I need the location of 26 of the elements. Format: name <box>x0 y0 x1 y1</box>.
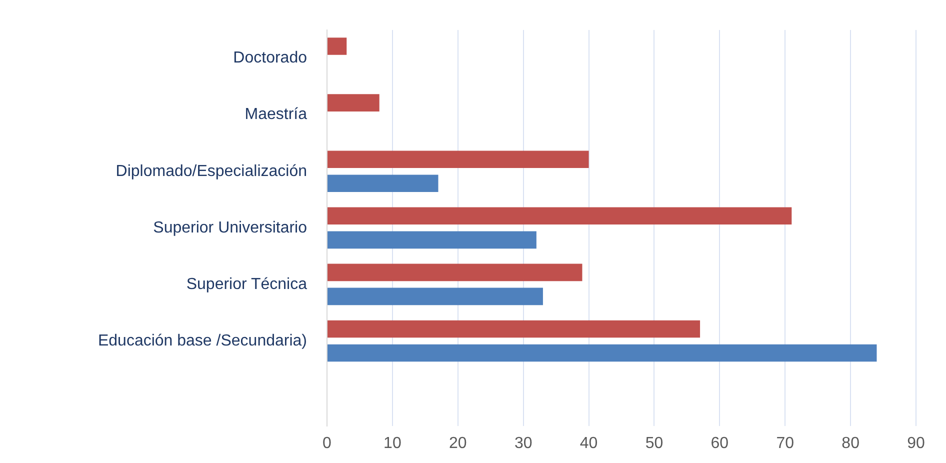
bar <box>328 288 543 306</box>
y-tick-label: Educación base /Secundaria) <box>98 332 307 350</box>
x-tick-label: 0 <box>322 434 332 452</box>
bar <box>328 231 536 249</box>
y-tick-label: Maestría <box>244 106 308 124</box>
y-tick-label: Doctorado <box>233 50 308 67</box>
x-tick-label: 50 <box>645 434 664 452</box>
y-tick-label: Superior Universitario <box>153 219 308 236</box>
bar <box>328 174 438 192</box>
y-tick-label: Diplomado/Especialización <box>116 162 307 180</box>
bar <box>328 150 589 168</box>
x-tick-label: 20 <box>448 434 467 452</box>
bar <box>328 94 380 112</box>
bar <box>328 344 877 362</box>
x-tick-label: 90 <box>907 434 925 452</box>
x-tick-label: 40 <box>580 434 598 452</box>
x-tick-label: 10 <box>384 434 402 452</box>
bar <box>328 207 792 225</box>
bar <box>328 264 582 282</box>
x-tick-label: 70 <box>776 434 794 452</box>
x-tick-label: 30 <box>514 434 532 452</box>
y-tick-label: Superior Técnica <box>186 276 308 293</box>
x-tick-label: 80 <box>842 434 860 452</box>
x-tick-label: 60 <box>710 434 729 452</box>
bar <box>328 38 347 55</box>
bar <box>328 320 700 338</box>
